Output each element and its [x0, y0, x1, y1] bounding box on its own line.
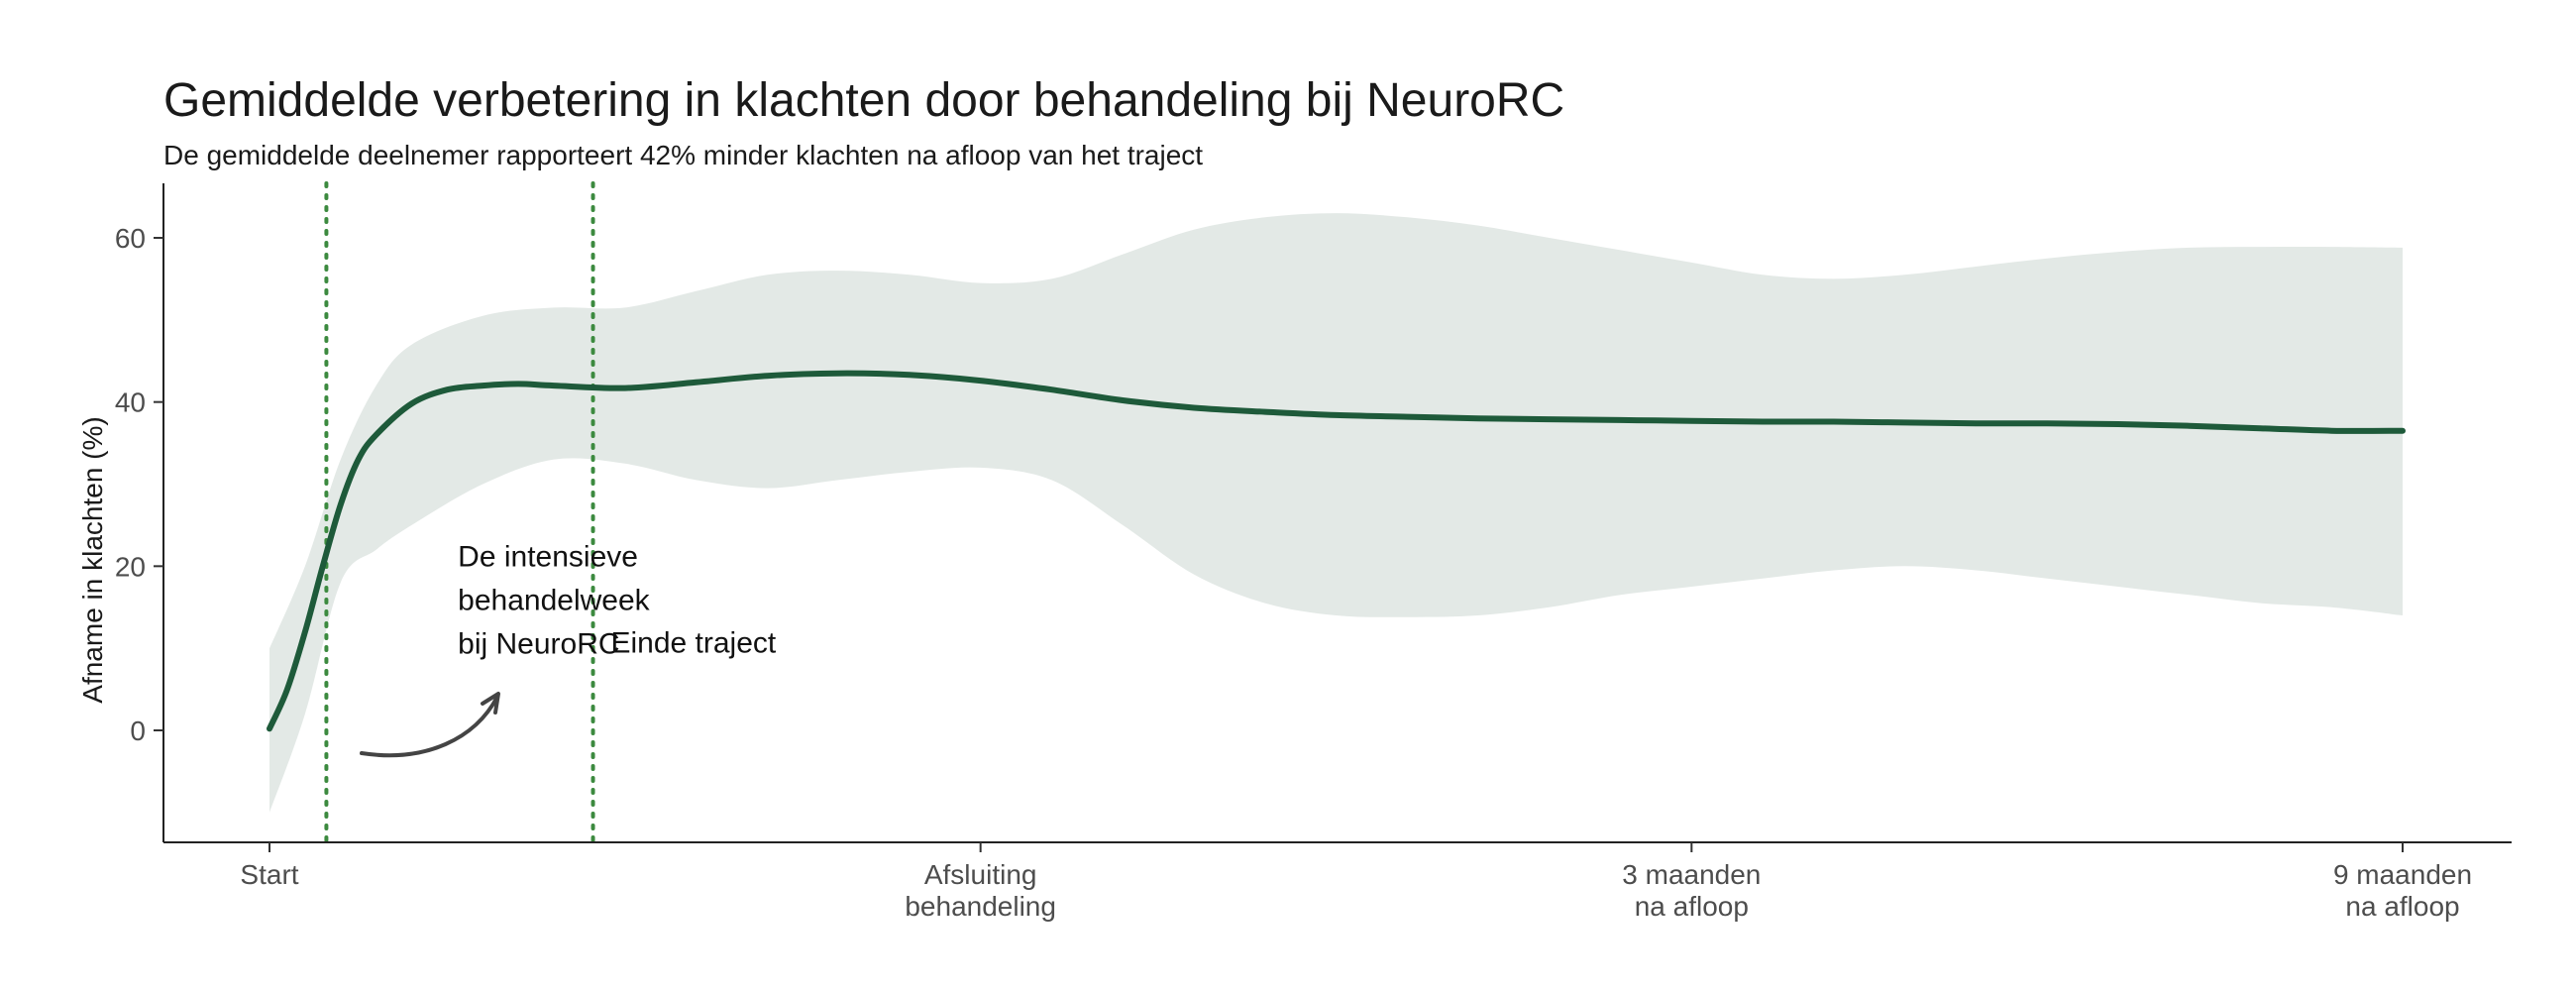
x-tick-label-3: 3 maanden na afloop [1622, 859, 1761, 922]
x-tick-label-1: Start [240, 859, 298, 890]
chart-title: Gemiddelde verbetering in klachten door … [163, 74, 1564, 127]
x-tick-label-4: 9 maanden na afloop [2333, 859, 2472, 922]
annotation-arrow-head [481, 692, 500, 715]
annotation-arrow [360, 695, 499, 758]
annotation-1: De intensieve behandelweek bij NeuroRC [458, 540, 650, 660]
plot-area: 0 20 40 60 Start Afsluiting behandeling 3 maand… [115, 181, 2512, 922]
y-axis-title: Afname in klachten (%) [77, 416, 108, 703]
annotation-2: Einde traject [610, 626, 776, 659]
x-tick-label-2: Afsluiting behandeling [905, 859, 1056, 922]
confidence-band [269, 213, 2403, 813]
y-tick-label-40: 40 [115, 387, 146, 418]
y-tick-label-60: 60 [115, 223, 146, 254]
chart-subtitle: De gemiddelde deelnemer rapporteert 42% … [163, 140, 1203, 170]
y-tick-label-0: 0 [130, 716, 146, 746]
y-tick-label-20: 20 [115, 551, 146, 582]
series-line-1 [267, 370, 2406, 732]
